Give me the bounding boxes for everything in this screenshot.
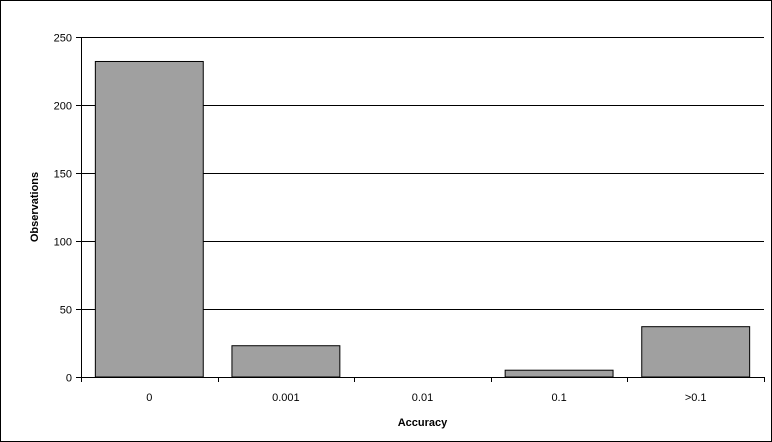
y-tick-label: 50: [60, 305, 72, 317]
x-tick-label: 0.001: [272, 392, 300, 404]
y-axis-title: Observations: [29, 172, 41, 242]
bar-1: [231, 345, 341, 378]
axes: [76, 37, 765, 382]
x-tick-label: 0.01: [412, 392, 433, 404]
x-axis-title: Accuracy: [398, 417, 448, 429]
bar-0: [94, 60, 204, 378]
x-tick-label: 0: [146, 392, 152, 404]
y-tick-label: 200: [54, 101, 72, 113]
bar-3: [504, 369, 614, 378]
y-tick-label: 250: [54, 33, 72, 45]
bar-4: [641, 326, 751, 378]
y-tick-label: 0: [66, 373, 72, 385]
bars: [94, 60, 751, 378]
y-tick-labels: 0 50 100 150 200 250: [54, 33, 72, 385]
y-tick-label: 100: [54, 237, 72, 249]
x-tick-label: >0.1: [685, 392, 707, 404]
y-tick-label: 150: [54, 169, 72, 181]
x-tick-label: 0.1: [551, 392, 566, 404]
x-tick-labels: 0 0.001 0.01 0.1 >0.1: [146, 392, 706, 404]
